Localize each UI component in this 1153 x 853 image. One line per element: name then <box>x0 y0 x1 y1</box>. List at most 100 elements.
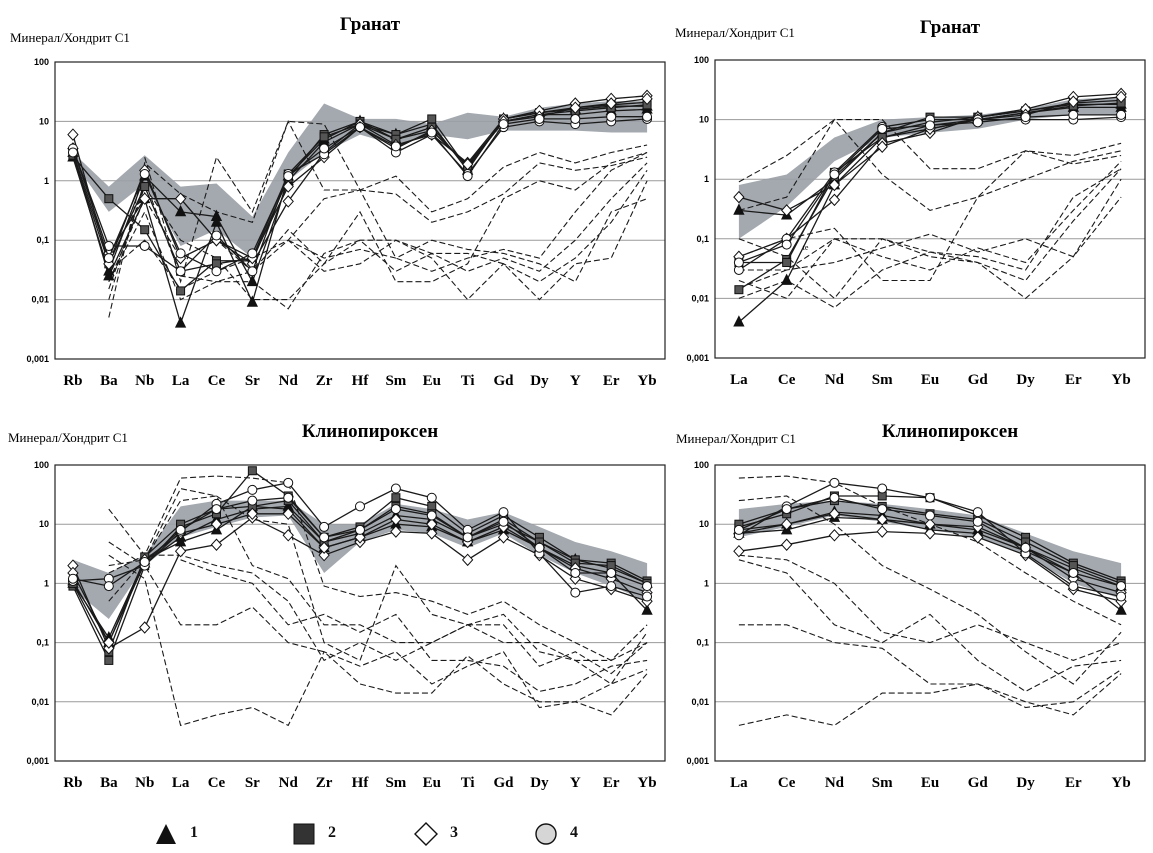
triangle-marker <box>174 316 187 328</box>
square-marker <box>391 493 401 503</box>
dashed-series-line <box>738 168 1122 300</box>
square-marker <box>247 466 257 476</box>
plot-frame <box>54 464 666 762</box>
circle-marker <box>390 504 401 515</box>
square-marker <box>319 132 329 142</box>
x-tick-label: Dy <box>530 373 549 389</box>
legend-item-4: 4 <box>530 818 610 848</box>
diamond-marker <box>461 553 474 567</box>
circle-marker <box>606 567 617 578</box>
square-marker <box>104 655 114 665</box>
circle-marker <box>1068 581 1079 592</box>
triangle-marker <box>733 315 745 327</box>
x-tick-label: Eu <box>921 775 939 791</box>
diamond-marker <box>246 507 259 521</box>
y-tick-label: 0,001 <box>26 354 49 364</box>
y-tick-label: 1 <box>44 176 49 186</box>
dashed-series-group <box>108 475 648 727</box>
x-tick-label: Ti <box>461 775 475 791</box>
dashed-series-line <box>108 162 648 310</box>
circle-marker <box>175 266 186 277</box>
circle-marker <box>498 507 509 518</box>
circle-marker <box>67 147 78 158</box>
dashed-series-line <box>108 554 648 727</box>
circle-marker <box>283 477 294 488</box>
diamond-marker <box>876 140 888 154</box>
circle-marker <box>925 492 935 503</box>
plot-frame <box>54 61 666 360</box>
circle-marker <box>1020 542 1031 553</box>
y-tick-label: 10 <box>699 115 709 125</box>
y-tick-label: 0,01 <box>31 295 49 305</box>
circle-marker <box>103 253 114 264</box>
garnet-spider-diagram: Гранат Минерал/Хондрит С1 0,001 0,01 0,1 1 10 1… <box>0 0 670 410</box>
series-circle <box>67 111 653 277</box>
x-tick-label: Gd <box>494 775 515 791</box>
x-tick-label: Y <box>570 775 581 791</box>
y-tick-label: 0,001 <box>26 756 49 766</box>
chart-svg: Гранат Минерал/Хондрит С1 0,001 0,01 0,1 1 10 1… <box>10 14 666 389</box>
diamond-marker <box>426 527 438 540</box>
dashed-series-group <box>738 118 1122 309</box>
x-tick-label: La <box>172 775 190 791</box>
circle-marker <box>426 510 437 521</box>
circle-marker <box>247 484 258 495</box>
y-axis-label: Минерал/Хондрит С1 <box>676 431 796 446</box>
y-tick-label: 100 <box>694 460 709 470</box>
circle-marker <box>781 239 792 250</box>
circle-marker <box>319 143 330 154</box>
dashed-series-line <box>108 120 648 318</box>
y-tick-label: 100 <box>34 57 49 67</box>
dashed-series-line <box>108 487 648 685</box>
square-marker <box>427 114 437 124</box>
y-tick-label: 0,001 <box>686 756 709 766</box>
diamond-marker <box>733 544 745 558</box>
circle-marker <box>606 581 617 592</box>
legend-label: 1 <box>190 824 198 841</box>
x-tick-label: Hf <box>352 373 370 389</box>
x-tick-label: Sr <box>245 775 260 791</box>
x-tick-label: La <box>172 373 190 389</box>
x-tick-label: Nd <box>279 775 299 791</box>
dashed-series-line <box>108 554 648 662</box>
x-tick-label: Ce <box>208 775 226 791</box>
circle-marker <box>211 230 222 241</box>
dashed-series-group <box>108 120 648 318</box>
x-tick-label: Nb <box>135 373 154 389</box>
diamond-marker <box>1115 90 1127 104</box>
x-tick-label: La <box>730 372 748 388</box>
x-tick-label: Dy <box>1016 775 1035 791</box>
circle-marker <box>877 504 888 515</box>
series-circle <box>733 492 1127 592</box>
triangle-marker <box>1115 603 1127 615</box>
diamond-marker <box>67 128 79 141</box>
circle-marker <box>877 483 888 494</box>
x-tick-label: Ba <box>100 373 118 389</box>
circle-marker <box>355 501 365 512</box>
circle-marker <box>534 113 545 124</box>
circle-marker <box>570 113 581 124</box>
x-tick-label: Nb <box>135 775 154 791</box>
diamond-marker <box>828 529 841 542</box>
y-tick-label: 100 <box>694 55 709 65</box>
dashed-series-line <box>738 554 1122 661</box>
circle-marker <box>498 516 509 527</box>
x-tick-label: Ti <box>461 373 475 389</box>
dashed-series-line <box>738 196 1122 271</box>
y-axis-label: Минерал/Хондрит С1 <box>675 25 795 40</box>
x-tick-label: Er <box>603 775 620 791</box>
circle-marker <box>829 492 840 503</box>
circle-marker <box>642 581 653 592</box>
x-tick-label: Nd <box>825 775 845 791</box>
chart-title: Гранат <box>920 17 981 38</box>
circle-marker <box>972 117 983 128</box>
y-tick-label: 0,1 <box>36 638 49 648</box>
dashed-series-line <box>738 119 1122 183</box>
square-marker <box>140 182 150 192</box>
y-tick-label: 10 <box>39 116 49 126</box>
x-tick-label: Dy <box>530 775 549 791</box>
y-tick-label: 0,1 <box>696 638 709 648</box>
circle-marker <box>390 141 401 152</box>
dashed-series-line <box>144 120 648 284</box>
dashed-series-line <box>108 541 648 716</box>
